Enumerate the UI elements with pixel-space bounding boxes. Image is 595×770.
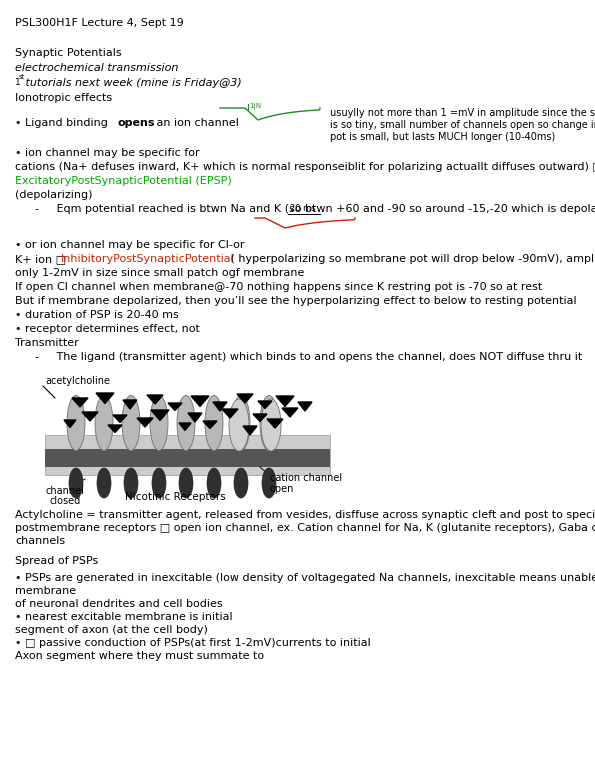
Ellipse shape [205, 396, 223, 450]
Text: postmembrane receptors □ open ion channel, ex. Cation channel for Na, K (glutani: postmembrane receptors □ open ion channe… [15, 523, 595, 533]
Ellipse shape [69, 468, 83, 498]
Bar [45, 435, 330, 475]
Polygon shape [258, 401, 272, 409]
Polygon shape [123, 400, 137, 409]
Text: tutorials next week (mine is Friday@3): tutorials next week (mine is Friday@3) [22, 78, 242, 88]
Polygon shape [108, 425, 122, 433]
Text: • PSPs are generated in inexcitable (low density of voltagegated Na channels, in: • PSPs are generated in inexcitable (low… [15, 573, 595, 583]
Polygon shape [243, 426, 257, 435]
Text: cations (Na+ defuses inward, K+ which is normal responseiblit for polarizing act: cations (Na+ defuses inward, K+ which is… [15, 162, 595, 172]
Polygon shape [237, 394, 253, 403]
Text: (depolarizing): (depolarizing) [15, 190, 92, 200]
Text: usuylly not more than 1 =mV in amplitude since the synapse: usuylly not more than 1 =mV in amplitude… [330, 108, 595, 118]
Ellipse shape [150, 396, 168, 450]
Text: closed: closed [49, 496, 81, 506]
Text: 20 ms: 20 ms [290, 204, 315, 213]
Text: • Ligand binding: • Ligand binding [15, 118, 111, 128]
Polygon shape [276, 396, 294, 407]
Text: Axon segment where they must summate to: Axon segment where they must summate to [15, 651, 264, 661]
Text: ExcitatoryPostSynapticPotential (EPSP): ExcitatoryPostSynapticPotential (EPSP) [15, 176, 231, 186]
Polygon shape [203, 421, 217, 428]
Text: acetylcholine: acetylcholine [45, 376, 110, 386]
Polygon shape [151, 410, 169, 420]
Text: -     Eqm potential reached is btwn Na and K (so btwn +60 and -90 so around -15,: - Eqm potential reached is btwn Na and K… [35, 204, 595, 214]
Ellipse shape [179, 468, 193, 498]
Polygon shape [222, 409, 238, 418]
Text: channels: channels [15, 536, 65, 546]
Ellipse shape [177, 396, 195, 450]
Text: Actylcholine = transmitter agent, released from vesides, disffuse across synapti: Actylcholine = transmitter agent, releas… [15, 510, 595, 520]
Text: electrochemical transmission: electrochemical transmission [15, 63, 178, 73]
Polygon shape [168, 403, 182, 410]
Text: Synaptic Potentials: Synaptic Potentials [15, 48, 121, 58]
Ellipse shape [124, 468, 138, 498]
Ellipse shape [229, 399, 249, 451]
Ellipse shape [234, 468, 248, 498]
Text: opens: opens [118, 118, 155, 128]
Polygon shape [64, 420, 76, 427]
Bar [45, 449, 330, 467]
Text: membrane: membrane [15, 586, 76, 596]
Text: • nearest excitable membrane is initial: • nearest excitable membrane is initial [15, 612, 233, 622]
Text: • ion channel may be specific for: • ion channel may be specific for [15, 148, 200, 158]
Text: cation channel: cation channel [270, 473, 342, 483]
Text: • duration of PSP is 20-40 ms: • duration of PSP is 20-40 ms [15, 310, 178, 320]
Polygon shape [179, 423, 191, 430]
Text: If open Cl channel when membrane@-70 nothing happens since K restring pot is -70: If open Cl channel when membrane@-70 not… [15, 282, 542, 292]
Text: • or ion channel may be specific for Cl-or: • or ion channel may be specific for Cl-… [15, 240, 245, 250]
Text: PSL300H1F Lecture 4, Sept 19: PSL300H1F Lecture 4, Sept 19 [15, 18, 184, 28]
Ellipse shape [262, 468, 276, 498]
Text: only 1-2mV in size since small patch ogf membrane: only 1-2mV in size since small patch ogf… [15, 268, 305, 278]
Polygon shape [188, 413, 202, 422]
Ellipse shape [97, 468, 111, 498]
Polygon shape [253, 414, 267, 421]
Polygon shape [96, 393, 114, 403]
Ellipse shape [67, 396, 85, 450]
Text: ( hyperpolarizing so membrane pot will drop below -90mV), amplitude is small,: ( hyperpolarizing so membrane pot will d… [227, 254, 595, 264]
Text: channel: channel [46, 486, 84, 496]
Ellipse shape [95, 396, 113, 450]
Text: is so tiny, small number of channels open so change in mem: is so tiny, small number of channels ope… [330, 120, 595, 130]
Ellipse shape [260, 396, 278, 450]
Ellipse shape [122, 396, 140, 450]
Text: But if membrane depolarized, then you’ll see the hyperpolarizing effect to below: But if membrane depolarized, then you’ll… [15, 296, 577, 306]
Polygon shape [137, 418, 153, 427]
Text: • □ passive conduction of PSPs(at first 1-2mV)currents to initial: • □ passive conduction of PSPs(at first … [15, 638, 371, 648]
Text: K+ ion □: K+ ion □ [15, 254, 66, 264]
Text: -     The ligand (transmitter agent) which binds to and opens the channel, does : - The ligand (transmitter agent) which b… [35, 352, 583, 362]
Text: Nicotinic Receptors: Nicotinic Receptors [124, 492, 226, 502]
Ellipse shape [261, 399, 281, 451]
Text: open: open [270, 484, 295, 494]
Text: of neuronal dendrites and cell bodies: of neuronal dendrites and cell bodies [15, 599, 223, 609]
Polygon shape [267, 419, 283, 428]
Ellipse shape [152, 468, 166, 498]
Text: 1|N: 1|N [249, 103, 261, 110]
Text: 1: 1 [15, 78, 21, 87]
Polygon shape [298, 402, 312, 411]
Polygon shape [282, 408, 298, 417]
Text: Ionotropic effects: Ionotropic effects [15, 93, 112, 103]
Ellipse shape [207, 468, 221, 498]
Text: • receptor determines effect, not: • receptor determines effect, not [15, 324, 200, 334]
Polygon shape [213, 402, 227, 411]
Text: Transmitter: Transmitter [15, 338, 79, 348]
Polygon shape [147, 395, 163, 404]
Polygon shape [113, 415, 127, 423]
Polygon shape [72, 398, 88, 407]
Polygon shape [82, 412, 98, 421]
Text: pot is small, but lasts MUCH longer (10-40ms): pot is small, but lasts MUCH longer (10-… [330, 132, 555, 142]
Text: Spread of PSPs: Spread of PSPs [15, 556, 98, 566]
Text: segment of axon (at the cell body): segment of axon (at the cell body) [15, 625, 208, 635]
Text: st: st [19, 74, 26, 80]
Text: an ion channel: an ion channel [153, 118, 239, 128]
Text: InhibitoryPostSynapticPotential: InhibitoryPostSynapticPotential [61, 254, 235, 264]
Polygon shape [191, 396, 209, 407]
Ellipse shape [232, 396, 250, 450]
